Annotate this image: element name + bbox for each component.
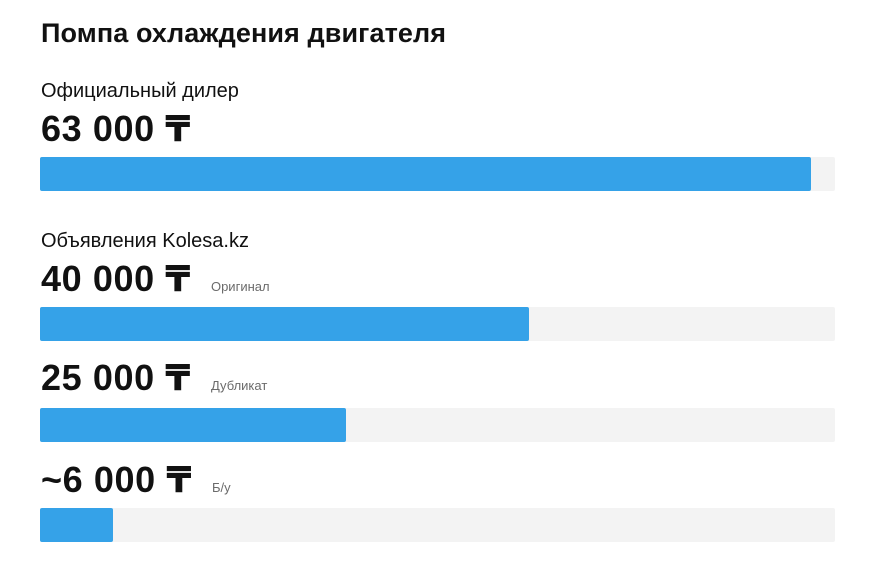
price-row-dealer: 63 000 ₸: [41, 108, 191, 150]
bar-duplicate: [40, 408, 346, 442]
price-label: 25 000 ₸: [41, 357, 191, 398]
condition-label: Дубликат: [210, 378, 268, 393]
price-row-duplicate: 25 000 ₸ Дубликат: [41, 357, 267, 399]
bar-track: [40, 157, 835, 191]
bar-used: [40, 508, 113, 542]
price-label: ~6 000 ₸: [41, 459, 192, 500]
bar-track: [40, 307, 835, 341]
price-label: 40 000 ₸: [41, 258, 191, 299]
bar-dealer: [40, 157, 811, 191]
chart-title: Помпа охлаждения двигателя: [41, 18, 447, 48]
bar-original: [40, 307, 529, 341]
price-row-original: 40 000 ₸ Оригинал: [41, 258, 270, 300]
price-label: 63 000 ₸: [41, 108, 191, 149]
bar-track: [40, 408, 835, 442]
bar-track: [40, 508, 835, 542]
price-row-used: ~6 000 ₸ Б/у: [41, 459, 231, 501]
condition-label: Б/у: [211, 480, 231, 495]
section-label-kolesa: Объявления Kolesa.kz: [41, 230, 249, 252]
section-label-dealer: Официальный дилер: [41, 80, 239, 102]
condition-label: Оригинал: [210, 279, 270, 294]
